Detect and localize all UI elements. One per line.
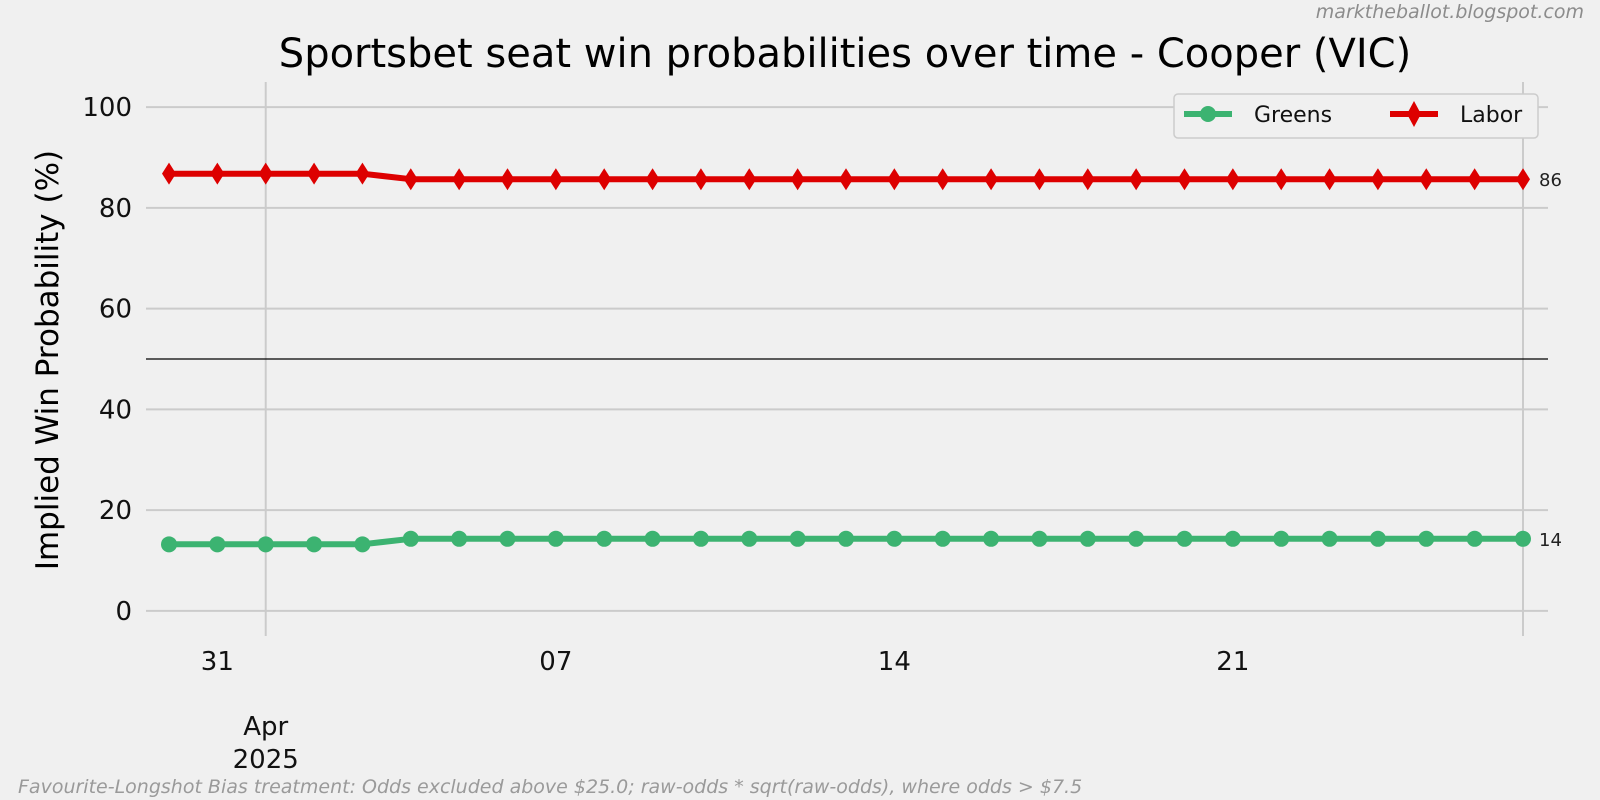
data-point-labor: [1370, 168, 1385, 191]
x-tick-label: 21: [1216, 647, 1249, 677]
legend: Greens Labor: [1173, 93, 1539, 139]
end-value-label-labor: 86: [1539, 170, 1562, 191]
legend-labor-marker: [1407, 101, 1421, 127]
data-point-greens: [1128, 530, 1145, 547]
data-point-greens: [1031, 530, 1048, 547]
data-point-greens: [257, 536, 274, 553]
data-point-greens: [934, 530, 951, 547]
data-point-labor: [742, 168, 757, 191]
data-point-labor: [1419, 168, 1434, 191]
data-point-labor: [452, 168, 467, 191]
data-point-labor: [1274, 168, 1289, 191]
legend-greens-label: Greens: [1254, 103, 1332, 128]
data-point-greens: [209, 536, 226, 553]
data-point-greens: [451, 530, 468, 547]
data-point-labor: [403, 168, 418, 191]
data-point-greens: [499, 530, 516, 547]
data-point-labor: [355, 162, 370, 185]
data-point-labor: [887, 168, 902, 191]
y-tick-label: 40: [99, 395, 132, 425]
data-point-greens: [306, 536, 323, 553]
x-tick-label: 07: [539, 647, 572, 677]
legend-greens-marker: [1200, 106, 1216, 122]
data-point-labor: [1129, 168, 1144, 191]
x-year-label: 2025: [233, 745, 299, 775]
data-point-labor: [162, 162, 176, 185]
data-point-greens: [596, 530, 613, 547]
data-point-labor: [1080, 168, 1095, 191]
x-month-label: Apr: [243, 712, 288, 742]
end-value-label-greens: 14: [1539, 530, 1562, 551]
data-point-greens: [838, 530, 854, 547]
data-point-labor: [645, 168, 660, 191]
data-point-greens: [1273, 530, 1290, 547]
data-point-greens: [1176, 530, 1193, 547]
x-tick-label: 31: [201, 647, 234, 677]
data-point-greens: [644, 530, 661, 547]
data-point-labor: [307, 162, 322, 185]
y-tick-label: 80: [99, 194, 132, 224]
data-point-labor: [548, 168, 563, 191]
grid-layer: [146, 82, 1548, 636]
data-point-greens: [1418, 530, 1435, 547]
watermark: marktheballot.blogspot.com: [1316, 1, 1584, 23]
data-point-labor: [790, 168, 805, 191]
series-layer: [161, 162, 1531, 553]
data-point-labor: [1467, 168, 1482, 191]
data-point-labor: [500, 168, 515, 191]
data-point-greens: [1224, 530, 1241, 547]
y-axis-label: Implied Win Probability (%): [30, 150, 66, 570]
y-tick-label: 100: [82, 93, 132, 123]
data-point-labor: [210, 162, 225, 185]
data-point-labor: [1177, 168, 1192, 191]
data-point-labor: [258, 162, 273, 185]
data-point-labor: [984, 168, 999, 191]
y-tick-label: 20: [99, 496, 132, 526]
data-point-greens: [1369, 530, 1386, 547]
y-tick-label: 60: [99, 295, 132, 325]
data-point-greens: [692, 530, 709, 547]
data-point-labor: [1032, 168, 1047, 191]
data-point-labor: [935, 168, 950, 191]
y-tick-label: 0: [115, 597, 132, 627]
legend-labor-label: Labor: [1460, 103, 1523, 128]
data-point-greens: [547, 530, 564, 547]
data-point-labor: [839, 168, 853, 191]
data-point-greens: [1466, 530, 1483, 547]
legend-box: [1173, 93, 1539, 139]
data-point-labor: [1225, 168, 1240, 191]
data-point-greens: [983, 530, 1000, 547]
x-tick-label: 14: [878, 647, 911, 677]
data-point-greens: [886, 530, 903, 547]
data-point-greens: [1079, 530, 1096, 547]
data-point-greens: [354, 536, 371, 553]
data-point-greens: [161, 536, 177, 553]
chart-title: Sportsbet seat win probabilities over ti…: [279, 31, 1411, 77]
data-point-greens: [1321, 530, 1338, 547]
data-point-greens: [402, 530, 419, 547]
data-point-labor: [1322, 168, 1337, 191]
data-point-labor: [693, 168, 708, 191]
data-point-greens: [741, 530, 758, 547]
data-point-labor: [597, 168, 612, 191]
data-point-labor: [1516, 168, 1530, 191]
data-point-greens: [1515, 530, 1531, 547]
data-point-greens: [789, 530, 806, 547]
footnote: Favourite-Longshot Bias treatment: Odds …: [18, 776, 1082, 798]
